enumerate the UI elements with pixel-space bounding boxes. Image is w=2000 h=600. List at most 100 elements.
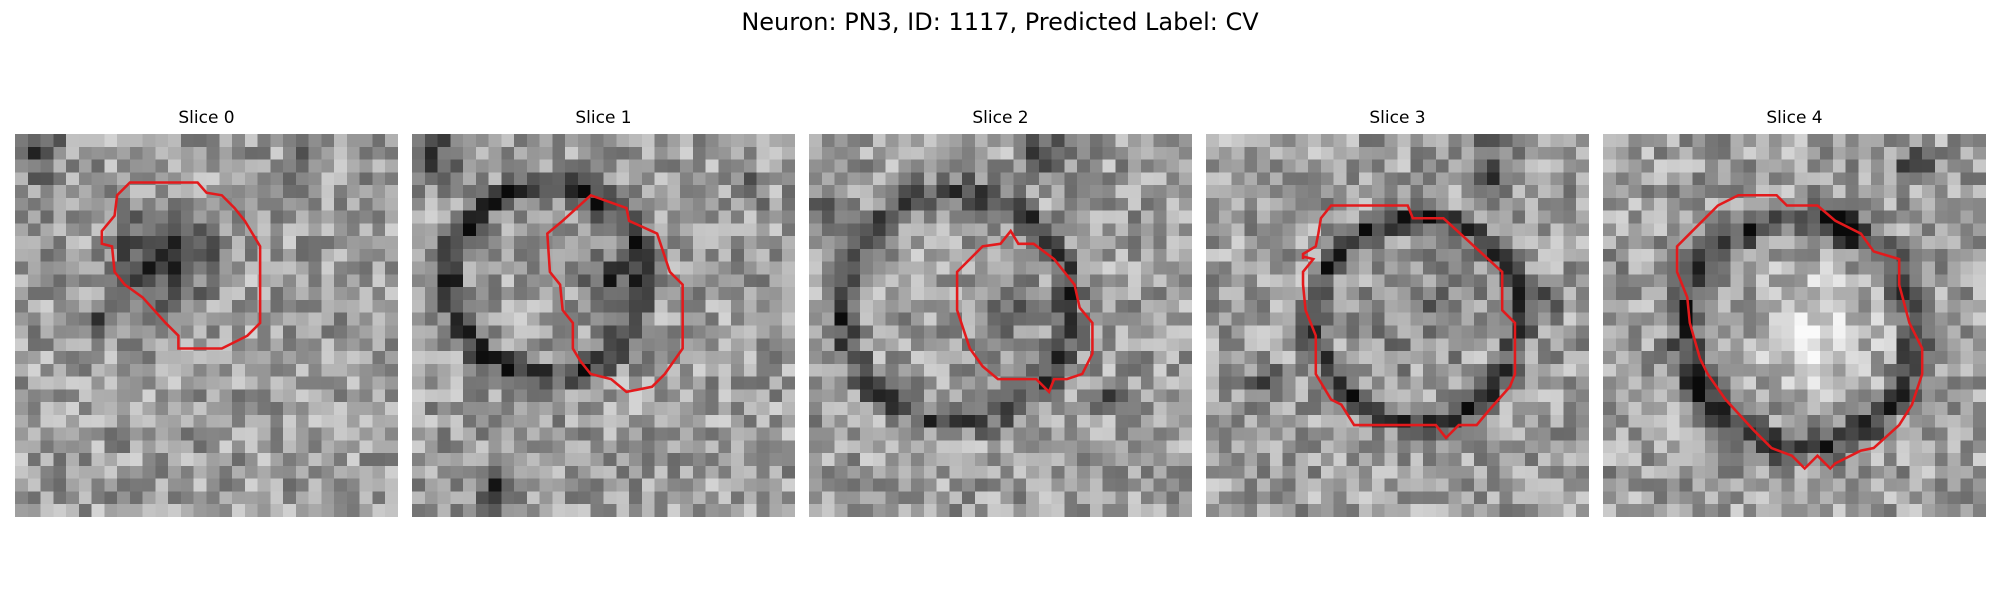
image-pixel	[1896, 134, 1910, 148]
image-pixel	[962, 351, 976, 365]
image-pixel	[129, 351, 143, 365]
image-pixel	[1717, 351, 1731, 365]
image-pixel	[1654, 159, 1668, 173]
image-pixel	[1397, 504, 1411, 517]
image-pixel	[1295, 197, 1309, 211]
image-pixel	[1320, 402, 1334, 416]
image-pixel	[590, 172, 604, 186]
image-pixel	[1282, 325, 1296, 339]
slice-image	[15, 134, 398, 517]
image-pixel	[1807, 351, 1821, 365]
image-pixel	[1615, 325, 1629, 339]
image-pixel	[923, 287, 937, 301]
image-pixel	[78, 236, 92, 250]
image-pixel	[577, 491, 591, 505]
image-pixel	[1346, 248, 1360, 262]
image-pixel	[117, 261, 131, 275]
image-pixel	[1346, 465, 1360, 479]
image-pixel	[847, 504, 861, 517]
slice-panel-1: Slice 1	[412, 104, 795, 517]
image-pixel	[232, 261, 246, 275]
image-pixel	[283, 274, 297, 288]
image-pixel	[629, 504, 643, 517]
image-pixel	[1384, 351, 1398, 365]
image-pixel	[168, 210, 182, 224]
image-pixel	[91, 504, 105, 517]
image-pixel	[692, 389, 706, 403]
image-pixel	[1333, 146, 1347, 160]
image-pixel	[962, 440, 976, 454]
image-pixel	[1013, 274, 1027, 288]
image-pixel	[872, 172, 886, 186]
image-pixel	[1576, 325, 1589, 339]
image-pixel	[1525, 478, 1539, 492]
image-pixel	[692, 299, 706, 313]
image-pixel	[1102, 363, 1116, 377]
image-pixel	[1730, 236, 1744, 250]
image-pixel	[1960, 210, 1974, 224]
image-pixel	[1448, 363, 1462, 377]
image-pixel	[718, 287, 732, 301]
image-pixel	[1641, 172, 1655, 186]
image-pixel	[680, 146, 694, 160]
image-pixel	[1320, 414, 1334, 428]
image-pixel	[1512, 491, 1526, 505]
image-pixel	[718, 248, 732, 262]
image-pixel	[1371, 287, 1385, 301]
image-pixel	[616, 134, 630, 148]
image-pixel	[1320, 287, 1334, 301]
image-pixel	[1397, 453, 1411, 467]
image-pixel	[91, 197, 105, 211]
image-pixel	[629, 197, 643, 211]
image-pixel	[1973, 363, 1986, 377]
image-pixel	[1153, 465, 1167, 479]
image-pixel	[1922, 274, 1936, 288]
image-pixel	[1423, 504, 1437, 517]
slice-title: Slice 4	[1766, 108, 1823, 128]
image-pixel	[450, 389, 464, 403]
image-pixel	[463, 427, 477, 441]
image-pixel	[680, 197, 694, 211]
image-pixel	[1960, 312, 1974, 326]
image-pixel	[1244, 427, 1258, 441]
image-pixel	[219, 363, 233, 377]
image-pixel	[718, 402, 732, 416]
image-pixel	[1384, 185, 1398, 199]
image-pixel	[1000, 287, 1014, 301]
image-pixel	[1717, 274, 1731, 288]
image-pixel	[987, 325, 1001, 339]
image-pixel	[1115, 491, 1129, 505]
image-pixel	[1537, 299, 1551, 313]
image-pixel	[104, 312, 118, 326]
image-pixel	[1909, 197, 1923, 211]
image-pixel	[949, 478, 963, 492]
image-pixel	[1730, 376, 1744, 390]
image-pixel	[91, 427, 105, 441]
image-pixel	[1858, 402, 1872, 416]
image-pixel	[424, 440, 438, 454]
image-pixel	[1550, 197, 1564, 211]
image-pixel	[78, 363, 92, 377]
image-pixel	[53, 351, 67, 365]
image-pixel	[590, 389, 604, 403]
image-pixel	[1654, 491, 1668, 505]
image-pixel	[1960, 414, 1974, 428]
image-pixel	[1768, 287, 1782, 301]
image-pixel	[1654, 185, 1668, 199]
image-pixel	[1909, 363, 1923, 377]
image-pixel	[552, 159, 566, 173]
image-pixel	[654, 427, 668, 441]
image-pixel	[577, 389, 591, 403]
image-pixel	[1410, 172, 1424, 186]
image-pixel	[334, 478, 348, 492]
image-pixel	[1257, 248, 1271, 262]
image-pixel	[488, 325, 502, 339]
image-pixel	[1257, 389, 1271, 403]
image-pixel	[962, 159, 976, 173]
image-pixel	[731, 274, 745, 288]
image-pixel	[1218, 248, 1232, 262]
image-pixel	[1743, 325, 1757, 339]
image-pixel	[117, 134, 131, 148]
image-pixel	[321, 210, 335, 224]
image-pixel	[1206, 146, 1220, 160]
